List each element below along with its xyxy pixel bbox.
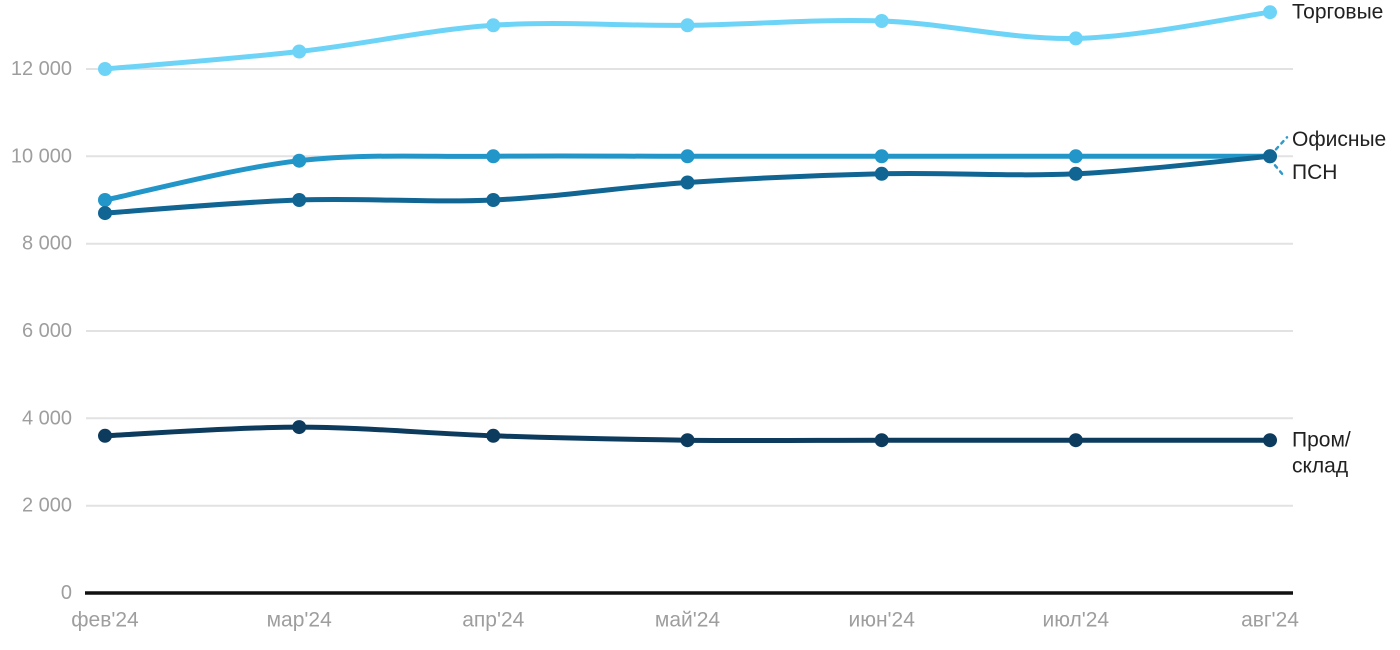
y-tick-label-0: 0 xyxy=(61,582,72,604)
series-point-psn-3 xyxy=(680,175,695,190)
series-point-ofisnye-5 xyxy=(1068,149,1083,164)
series-point-torgovye-6 xyxy=(1263,5,1277,20)
series-point-psn-2 xyxy=(486,193,501,207)
series-point-ofisnye-0 xyxy=(98,193,112,207)
series-point-torgovye-0 xyxy=(98,62,112,76)
series-label-psn: ПСН xyxy=(1292,161,1337,184)
series-point-torgovye-5 xyxy=(1068,31,1083,46)
y-tick-label-8000: 8 000 xyxy=(22,233,72,255)
series-point-ofisnye-4 xyxy=(874,149,889,164)
series-point-torgovye-3 xyxy=(680,18,695,33)
y-tick-label-6000: 6 000 xyxy=(22,320,72,342)
x-tick-label-5: июл'24 xyxy=(1042,609,1109,632)
series-point-ofisnye-2 xyxy=(486,149,501,164)
series-point-prom-sklad-5 xyxy=(1068,433,1083,448)
series-point-prom-sklad-2 xyxy=(486,428,501,443)
series-label-ofisnye: Офисные xyxy=(1292,128,1386,151)
series-point-torgovye-4 xyxy=(874,14,889,28)
x-tick-label-3: май'24 xyxy=(655,609,721,632)
x-tick-label-2: апр'24 xyxy=(462,609,524,632)
series-point-psn-4 xyxy=(874,166,889,181)
series-label-prom-sklad-1: склад xyxy=(1292,455,1348,478)
y-tick-label-4000: 4 000 xyxy=(22,407,72,429)
series-point-prom-sklad-6 xyxy=(1263,433,1277,448)
series-point-prom-sklad-1 xyxy=(292,420,307,435)
y-tick-label-12000: 12 000 xyxy=(11,58,72,80)
series-point-prom-sklad-4 xyxy=(874,433,889,448)
series-point-psn-0 xyxy=(98,206,112,221)
series-point-psn-5 xyxy=(1068,166,1083,181)
series-point-prom-sklad-3 xyxy=(680,433,695,448)
x-tick-label-4: июн'24 xyxy=(848,609,915,632)
series-point-psn-1 xyxy=(292,193,307,207)
y-tick-label-2000: 2 000 xyxy=(22,495,72,517)
series-label-prom-sklad-0: Пром/ xyxy=(1292,429,1351,452)
x-tick-label-1: мар'24 xyxy=(267,609,332,632)
series-point-torgovye-2 xyxy=(486,18,501,33)
series-point-ofisnye-1 xyxy=(292,153,307,168)
y-tick-label-10000: 10 000 xyxy=(11,145,72,167)
leader-line-ofisnye xyxy=(1274,136,1289,151)
series-label-torgovye: Торговые xyxy=(1292,1,1383,24)
leader-line-psn xyxy=(1273,164,1287,179)
series-point-torgovye-1 xyxy=(292,44,307,59)
x-tick-label-6: авг'24 xyxy=(1241,609,1299,632)
series-point-prom-sklad-0 xyxy=(98,428,112,443)
series-point-psn-6 xyxy=(1263,149,1277,164)
series-point-ofisnye-3 xyxy=(680,149,695,164)
x-tick-label-0: фев'24 xyxy=(71,609,139,632)
